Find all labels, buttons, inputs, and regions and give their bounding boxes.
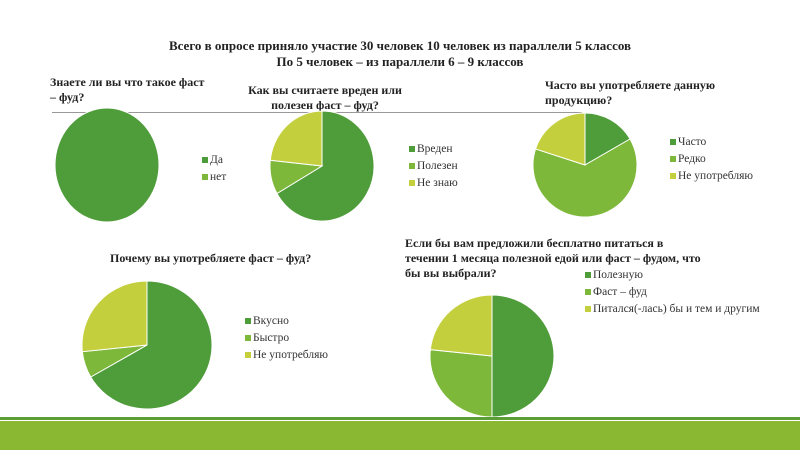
- legend-swatch: [202, 174, 208, 180]
- legend-item: Редко: [670, 152, 760, 166]
- chart-0-legend: Да нет: [202, 153, 262, 187]
- legend-label: Вкусно: [253, 315, 289, 327]
- legend-swatch: [409, 163, 415, 169]
- title-line-1: Всего в опросе приняло участие 30 челове…: [168, 38, 632, 53]
- legend-item: Не употребляю: [245, 348, 335, 362]
- legend-item: Не употребляю: [670, 169, 760, 183]
- legend-swatch: [245, 352, 251, 358]
- chart-3-legend: Вкусно Быстро Не употребляю: [245, 314, 335, 365]
- legend-label: Часто: [678, 136, 707, 148]
- legend-swatch: [670, 156, 676, 162]
- legend-label: Питался(-лась) бы и тем и другим: [593, 303, 760, 315]
- legend-swatch: [585, 272, 591, 278]
- chart-1-slice-0: [276, 110, 375, 222]
- legend-swatch: [245, 318, 251, 324]
- legend-swatch: [245, 335, 251, 341]
- legend-label: Не употребляю: [678, 170, 753, 182]
- legend-label: Фаст – фуд: [593, 286, 647, 298]
- chart-2-slice-2: [534, 112, 586, 166]
- legend-swatch: [585, 306, 591, 312]
- chart-4-legend: Полезную Фаст – фуд Питался(-лась) бы и те…: [585, 268, 760, 319]
- chart-3-title: Почему вы употребляете фаст – фуд?: [110, 251, 312, 265]
- chart-2-slice-0: [584, 112, 631, 166]
- chart-4-slice-2: [429, 294, 493, 357]
- chart-1-title: Как вы считаете вреден или полезен фаст …: [248, 83, 402, 112]
- legend-swatch: [670, 173, 676, 179]
- footer-band: [0, 421, 800, 450]
- legend-swatch: [670, 139, 676, 145]
- legend-item: Не знаю: [409, 176, 489, 190]
- chart-4-slice-0: [491, 294, 555, 418]
- chart-0-title: Знаете ли вы что такое фаст – фуд?: [50, 75, 205, 104]
- legend-item: Да: [202, 153, 262, 167]
- legend-item: Полезен: [409, 159, 489, 173]
- legend-label: Не употребляю: [253, 349, 328, 361]
- chart-2-legend: Часто Редко Не употребляю: [670, 135, 760, 186]
- slide-title: Всего в опросе приняло участие 30 челове…: [0, 38, 800, 70]
- legend-item: Полезную: [585, 268, 760, 282]
- chart-0-slice-0: [54, 107, 160, 223]
- legend-item: Фаст – фуд: [585, 285, 760, 299]
- legend-item: Вреден: [409, 142, 489, 156]
- footer-line: [0, 417, 800, 420]
- legend-swatch: [202, 157, 208, 163]
- chart-1-legend: Вреден Полезен Не знаю: [409, 142, 489, 193]
- chart-3-slice-2: [81, 280, 148, 353]
- legend-label: Полезную: [593, 269, 643, 281]
- legend-label: Вреден: [417, 143, 453, 155]
- legend-item: Часто: [670, 135, 760, 149]
- legend-label: Редко: [678, 153, 706, 165]
- chart-4-slice-1: [429, 349, 493, 418]
- legend-item: Быстро: [245, 331, 335, 345]
- legend-label: Быстро: [253, 332, 290, 344]
- legend-item: нет: [202, 170, 262, 184]
- legend-swatch: [585, 289, 591, 295]
- chart-1-slice-2: [269, 110, 323, 167]
- chart-4-title: Если бы вам предложили бесплатно питатьс…: [405, 236, 701, 280]
- legend-label: нет: [210, 171, 227, 183]
- chart-2-slice-1: [532, 138, 638, 218]
- chart-2-title: Часто вы употребляете данную продукцию?: [545, 78, 716, 107]
- legend-label: Да: [210, 154, 223, 166]
- legend-swatch: [409, 146, 415, 152]
- legend-swatch: [409, 180, 415, 186]
- title-line-2: По 5 человек – из параллели 6 – 9 классо…: [276, 54, 524, 69]
- legend-label: Полезен: [417, 160, 458, 172]
- legend-item: Питался(-лась) бы и тем и другим: [585, 302, 760, 316]
- legend-label: Не знаю: [417, 177, 458, 189]
- chart-3-slice-0: [90, 280, 213, 410]
- legend-item: Вкусно: [245, 314, 335, 328]
